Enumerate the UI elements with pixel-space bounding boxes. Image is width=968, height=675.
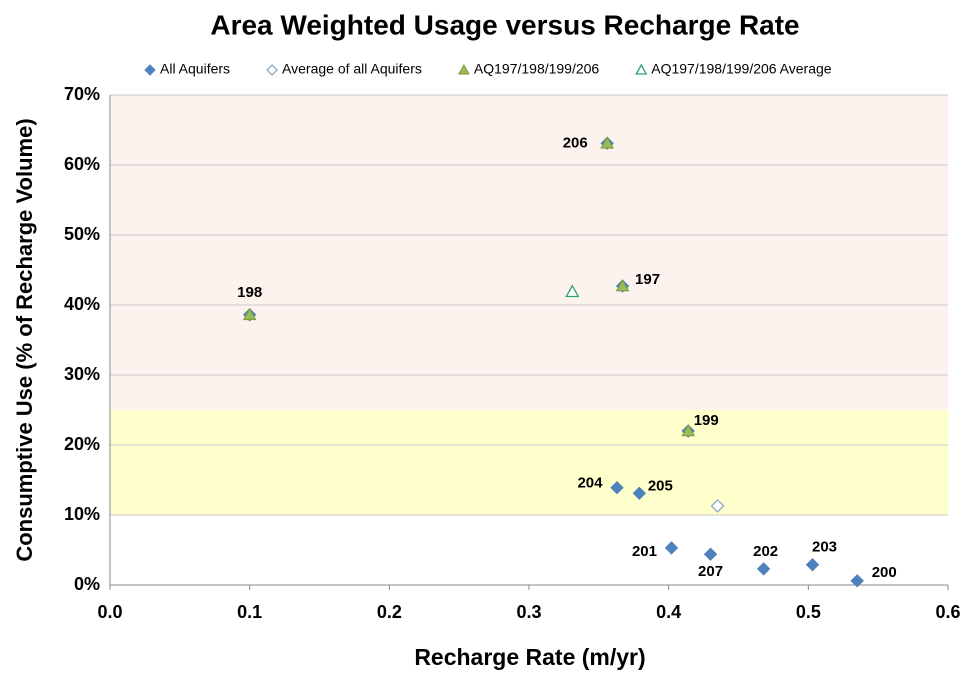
point-label: 201 — [632, 543, 657, 560]
point — [565, 284, 580, 298]
x-tick-label: 0.6 — [935, 602, 960, 622]
y-tick-label: 10% — [64, 504, 100, 524]
legend-label: AQ197/198/199/206 — [474, 61, 600, 77]
y-tick-label: 0% — [74, 574, 100, 594]
y-axis-title: Consumptive Use (% of Recharge Volume) — [12, 118, 37, 561]
point-label: 205 — [648, 477, 673, 494]
y-tick-label: 70% — [64, 84, 100, 104]
x-tick-label: 0.5 — [796, 602, 821, 622]
point — [664, 541, 679, 555]
point-label: 204 — [577, 475, 603, 492]
y-tick-label: 50% — [64, 224, 100, 244]
legend-label: All Aquifers — [160, 61, 230, 77]
point — [610, 480, 624, 495]
point-label: 202 — [753, 543, 778, 560]
point — [703, 547, 718, 561]
point — [242, 307, 257, 321]
x-tick-label: 0.2 — [377, 602, 402, 622]
point-label: 200 — [872, 564, 897, 581]
x-tick-label: 0.4 — [656, 602, 681, 622]
legend-marker — [266, 64, 278, 76]
point — [850, 574, 864, 588]
x-tick-label: 0.1 — [237, 602, 262, 622]
band — [110, 95, 948, 410]
legend-label: Average of all Aquifers — [282, 61, 422, 77]
point — [805, 557, 820, 572]
legend-marker — [144, 64, 156, 76]
point — [615, 279, 630, 292]
point-label: 198 — [237, 284, 262, 301]
point-label: 197 — [635, 271, 660, 288]
y-tick-label: 40% — [64, 294, 100, 314]
legend-marker — [635, 63, 648, 75]
point — [756, 562, 771, 576]
point — [681, 423, 696, 437]
point — [600, 136, 615, 149]
x-tick-label: 0.0 — [97, 602, 122, 622]
y-tick-label: 20% — [64, 434, 100, 454]
point — [632, 486, 647, 501]
legend-label: AQ197/198/199/206 Average — [651, 61, 832, 77]
chart-title: Area Weighted Usage versus Recharge Rate — [210, 9, 799, 40]
y-tick-label: 30% — [64, 364, 100, 384]
legend-marker — [458, 63, 470, 75]
x-axis-title: Recharge Rate (m/yr) — [414, 644, 645, 670]
point-label: 206 — [563, 134, 588, 151]
x-tick-label: 0.3 — [516, 602, 541, 622]
point-label: 207 — [698, 563, 723, 580]
point-label: 199 — [694, 412, 719, 429]
y-tick-label: 60% — [64, 154, 100, 174]
band — [110, 410, 948, 515]
point — [710, 498, 725, 513]
point-label: 203 — [812, 539, 837, 556]
